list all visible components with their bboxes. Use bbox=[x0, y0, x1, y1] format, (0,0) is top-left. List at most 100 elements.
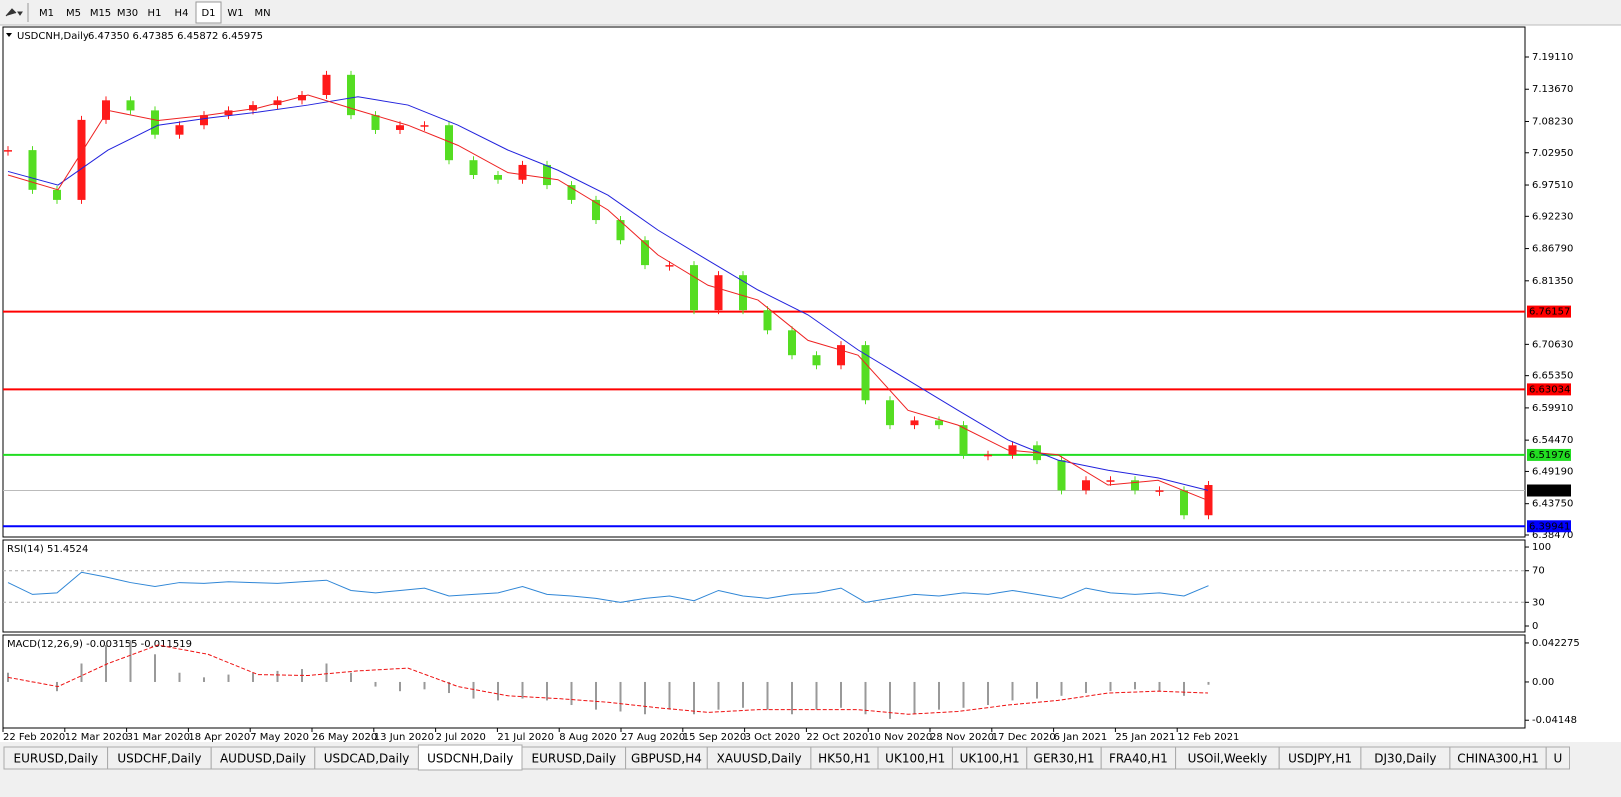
tab-label[interactable]: USDCHF,Daily bbox=[117, 752, 201, 766]
symbol-tab[interactable]: HK50,H1 bbox=[810, 746, 879, 770]
y-tick-label: 6.86790 bbox=[1532, 244, 1573, 255]
tab-label[interactable]: XAUUSD,Daily bbox=[717, 752, 802, 766]
timeframe-button[interactable]: M15 bbox=[90, 8, 111, 19]
collapse-icon[interactable] bbox=[6, 33, 12, 37]
candle bbox=[175, 125, 184, 135]
tab-label[interactable]: GBPUSD,H4 bbox=[631, 752, 702, 766]
price-level-tag bbox=[1527, 448, 1571, 461]
symbol-tab[interactable]: FRA40,H1 bbox=[1100, 746, 1177, 770]
tab-label[interactable]: EURUSD,Daily bbox=[14, 752, 99, 766]
macd-bar bbox=[644, 681, 646, 715]
macd-bar bbox=[913, 681, 916, 715]
candle bbox=[714, 275, 723, 311]
timeframe-button[interactable]: H1 bbox=[148, 8, 162, 19]
timeframe-button[interactable]: M5 bbox=[66, 8, 81, 19]
tab-label[interactable]: UK100,H1 bbox=[885, 752, 945, 766]
macd-bar bbox=[1109, 681, 1112, 692]
symbol-tab[interactable]: GBPUSD,H4 bbox=[625, 746, 708, 770]
y-tick-label: 6.38470 bbox=[1532, 530, 1573, 541]
macd-bar bbox=[276, 670, 279, 682]
macd-bar bbox=[521, 681, 524, 699]
y-tick-label: 7.19110 bbox=[1532, 52, 1573, 63]
timeframe-button[interactable]: MN bbox=[254, 8, 270, 19]
candle bbox=[298, 94, 306, 101]
macd-bar bbox=[252, 672, 254, 682]
tab-label[interactable]: HK50,H1 bbox=[818, 752, 871, 766]
tool-icon[interactable] bbox=[5, 8, 23, 17]
candle bbox=[469, 160, 478, 176]
symbol-tab[interactable]: USDCNH,Daily bbox=[417, 744, 523, 771]
macd-bar bbox=[987, 681, 989, 706]
timeframe-button[interactable]: H4 bbox=[175, 8, 189, 19]
macd-bar bbox=[717, 681, 720, 710]
toolbar bbox=[0, 0, 1621, 25]
y-tick-label: 6.65350 bbox=[1532, 371, 1573, 382]
x-tick-label: 22 Feb 2020 bbox=[3, 732, 65, 743]
price-level-label: 6.39941 bbox=[1529, 521, 1570, 532]
tab-label[interactable]: FRA40,H1 bbox=[1109, 752, 1168, 766]
tab-label[interactable]: U bbox=[1553, 752, 1562, 766]
candle bbox=[1155, 490, 1164, 492]
symbol-tab[interactable]: USDJPY,H1 bbox=[1278, 746, 1362, 770]
timeframe-button[interactable]: D1 bbox=[201, 8, 215, 19]
tab-label[interactable]: USDCAD,Daily bbox=[324, 752, 410, 766]
symbol-tab[interactable]: AUDUSD,Daily bbox=[210, 746, 316, 770]
candle bbox=[910, 420, 919, 426]
macd-bar bbox=[80, 663, 83, 682]
y-tick-label: 6.59910 bbox=[1532, 403, 1573, 414]
x-tick-label: 22 Oct 2020 bbox=[806, 732, 868, 743]
candle bbox=[1082, 480, 1090, 491]
symbol-tab[interactable]: GER30,H1 bbox=[1026, 746, 1102, 770]
x-tick-label: 28 Nov 2020 bbox=[930, 732, 994, 743]
macd-bar bbox=[766, 681, 769, 710]
macd-bar bbox=[1036, 681, 1038, 699]
symbol-tab[interactable]: USDCAD,Daily bbox=[314, 746, 419, 770]
tab-label[interactable]: EURUSD,Daily bbox=[532, 752, 617, 766]
symbol-tab[interactable]: CHINA300,H1 bbox=[1449, 746, 1547, 770]
symbol-tab[interactable]: EURUSD,Daily bbox=[3, 746, 109, 770]
tab-label[interactable]: USOil,Weekly bbox=[1188, 752, 1268, 766]
candle bbox=[739, 275, 747, 311]
symbol-tab[interactable]: UK100,H1 bbox=[877, 746, 953, 770]
timeframe-button[interactable]: M30 bbox=[117, 8, 138, 19]
symbol-tab[interactable]: XAUUSD,Daily bbox=[706, 746, 812, 770]
macd-bar bbox=[325, 663, 328, 682]
macd-bar bbox=[938, 681, 940, 710]
tab-label[interactable]: CHINA300,H1 bbox=[1457, 752, 1539, 766]
price-level-tag bbox=[1527, 520, 1571, 533]
panel-frame bbox=[2, 634, 1526, 729]
tab-label[interactable]: AUDUSD,Daily bbox=[220, 752, 306, 766]
macd-bar bbox=[423, 681, 426, 690]
symbol-tab[interactable]: USOil,Weekly bbox=[1175, 746, 1280, 770]
symbol-tab[interactable]: USDCHF,Daily bbox=[107, 746, 212, 770]
chart-quote: 6.47350 6.47385 6.45872 6.45975 bbox=[88, 31, 263, 42]
symbol-tab[interactable]: UK100,H1 bbox=[951, 746, 1028, 770]
candle bbox=[1204, 485, 1213, 516]
y-tick-label: 6.81350 bbox=[1532, 276, 1573, 287]
macd-bar bbox=[668, 681, 671, 710]
tab-label[interactable]: USDJPY,H1 bbox=[1288, 752, 1352, 766]
timeframe-button[interactable]: W1 bbox=[227, 8, 243, 19]
candle bbox=[567, 185, 576, 200]
tab-label[interactable]: DJ30,Daily bbox=[1374, 752, 1436, 766]
macd-bar bbox=[129, 640, 132, 682]
macd-bar bbox=[472, 681, 475, 699]
symbol-tab[interactable]: EURUSD,Daily bbox=[521, 746, 627, 770]
candle bbox=[1131, 480, 1139, 491]
tab-label[interactable]: GER30,H1 bbox=[1034, 752, 1095, 766]
x-tick-label: 10 Nov 2020 bbox=[868, 732, 932, 743]
y-tick-label: 6.54470 bbox=[1532, 435, 1573, 446]
x-tick-label: 18 Apr 2020 bbox=[188, 732, 250, 743]
macd-bar bbox=[962, 681, 965, 708]
candle bbox=[28, 150, 37, 190]
symbol-tab[interactable]: DJ30,Daily bbox=[1360, 746, 1451, 770]
y-tick-label: 6.70630 bbox=[1532, 339, 1573, 350]
symbol-tab[interactable]: U bbox=[1545, 746, 1570, 770]
macd-bar bbox=[448, 681, 450, 694]
tab-label[interactable]: USDCNH,Daily bbox=[427, 752, 513, 766]
timeframe-button[interactable]: M1 bbox=[39, 8, 54, 19]
candle bbox=[812, 355, 821, 366]
tab-label[interactable]: UK100,H1 bbox=[960, 752, 1020, 766]
candle bbox=[592, 199, 600, 221]
macd-bar bbox=[693, 681, 695, 715]
